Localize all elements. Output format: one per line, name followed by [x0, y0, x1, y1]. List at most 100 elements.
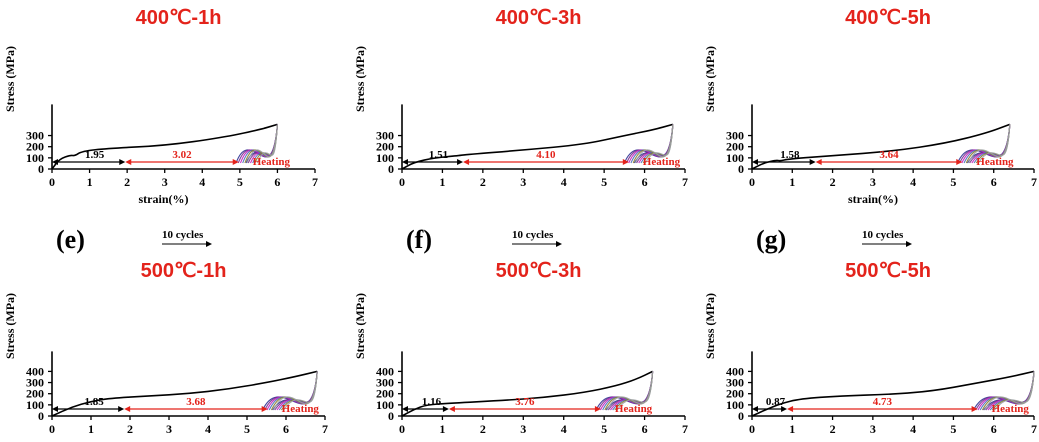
x-tick-label: 3 — [520, 175, 526, 189]
cycle-loop — [606, 371, 654, 411]
arrow-head — [457, 159, 464, 165]
y-tick-label: 400 — [726, 364, 744, 378]
x-tick-label: 4 — [199, 175, 205, 189]
y-axis-label: Stress (MPa) — [353, 293, 367, 359]
arrow-head — [956, 159, 963, 165]
heating-label: Heating — [643, 156, 681, 168]
panel-title: 400℃-5h — [845, 7, 931, 29]
heating-label: Heating — [253, 156, 291, 168]
x-tick-label: 3 — [870, 175, 876, 189]
cycles-label: 10 cycles — [162, 229, 204, 241]
x-tick-label: 1 — [789, 422, 795, 436]
arrow-head — [752, 406, 758, 412]
x-tick-label: 6 — [991, 175, 997, 189]
arrow-head — [261, 406, 268, 412]
y-tick-label: 400 — [26, 364, 44, 378]
y-tick-label: 200 — [376, 387, 394, 401]
y-tick-label: 400 — [376, 364, 394, 378]
loading-curve — [751, 370, 1035, 417]
x-tick-label: 2 — [480, 175, 486, 189]
x-tick-label: 5 — [601, 422, 607, 436]
y-tick-label: 300 — [26, 376, 44, 390]
arrow-head — [118, 406, 125, 412]
y-tick-label: 200 — [726, 140, 744, 154]
panel-letter: (g) — [756, 225, 786, 254]
arrow-head — [448, 406, 455, 412]
panel-letter: (e) — [56, 225, 85, 254]
y-axis-label: Stress (MPa) — [353, 46, 367, 112]
black-strain-value: 1.58 — [780, 149, 800, 161]
y-tick-label: 200 — [26, 140, 44, 154]
arrow-head — [622, 159, 629, 165]
panel-title: 500℃-1h — [141, 260, 227, 282]
arrow-head — [124, 406, 131, 412]
y-tick-label: 100 — [26, 151, 44, 165]
x-tick-label: 1 — [87, 175, 93, 189]
arrow-head — [442, 406, 449, 412]
y-tick-label: 300 — [376, 376, 394, 390]
x-tick-label: 2 — [830, 175, 836, 189]
x-tick-label: 5 — [237, 175, 243, 189]
y-tick-label: 100 — [726, 151, 744, 165]
x-tick-label: 7 — [1031, 175, 1037, 189]
arrow-head — [119, 159, 126, 165]
y-tick-label: 200 — [376, 140, 394, 154]
y-tick-label: 200 — [726, 387, 744, 401]
y-tick-label: 100 — [26, 398, 44, 412]
y-tick-label: 300 — [376, 129, 394, 143]
red-strain-value: 3.64 — [879, 149, 899, 161]
x-tick-label: 1 — [789, 175, 795, 189]
y-tick-label: 200 — [26, 387, 44, 401]
x-tick-label: 1 — [439, 175, 445, 189]
y-tick-label: 0 — [738, 162, 744, 176]
red-strain-value: 3.76 — [515, 396, 535, 408]
x-tick-label: 6 — [283, 422, 289, 436]
arrow-head — [52, 406, 58, 412]
x-tick-label: 3 — [870, 422, 876, 436]
x-tick-label: 0 — [749, 422, 755, 436]
x-tick-label: 4 — [910, 175, 916, 189]
x-tick-label: 2 — [124, 175, 130, 189]
y-tick-label: 100 — [376, 398, 394, 412]
cycle-loop — [984, 371, 1035, 411]
heating-label: Heating — [992, 403, 1030, 415]
panel-title: 500℃-3h — [496, 260, 582, 282]
x-tick-label: 5 — [601, 175, 607, 189]
heating-label: Heating — [282, 403, 320, 415]
loading-curve — [51, 123, 278, 170]
black-strain-value: 1.95 — [85, 149, 105, 161]
arrow-head — [787, 406, 794, 412]
x-tick-label: 3 — [166, 422, 172, 436]
x-tick-label: 4 — [561, 175, 567, 189]
x-tick-label: 6 — [642, 422, 648, 436]
y-tick-label: 300 — [726, 376, 744, 390]
panel-title: 400℃-1h — [136, 7, 222, 29]
black-strain-value: 0.87 — [766, 396, 786, 408]
arrow-head — [752, 159, 758, 165]
y-axis-label: Stress (MPa) — [3, 293, 17, 359]
cycle-loop — [273, 371, 318, 411]
heating-label: Heating — [976, 156, 1014, 168]
arrow-head — [125, 159, 132, 165]
arrow-head — [206, 241, 212, 247]
x-tick-label: 7 — [682, 175, 688, 189]
x-tick-label: 4 — [205, 422, 211, 436]
red-strain-value: 3.68 — [186, 396, 206, 408]
x-tick-label: 4 — [910, 422, 916, 436]
cycle-loop — [634, 124, 674, 164]
arrow-head — [815, 159, 822, 165]
y-tick-label: 0 — [38, 409, 44, 423]
loading-curve — [751, 123, 1011, 170]
arrow-head — [402, 406, 408, 412]
x-tick-label: 2 — [127, 422, 133, 436]
x-tick-label: 0 — [749, 175, 755, 189]
red-strain-value: 3.02 — [172, 149, 192, 161]
x-tick-label: 5 — [244, 422, 250, 436]
panel-title: 500℃-5h — [845, 260, 931, 282]
arrow-head — [52, 159, 58, 165]
x-tick-label: 1 — [88, 422, 94, 436]
x-tick-label: 7 — [682, 422, 688, 436]
black-strain-value: 1.16 — [422, 396, 442, 408]
